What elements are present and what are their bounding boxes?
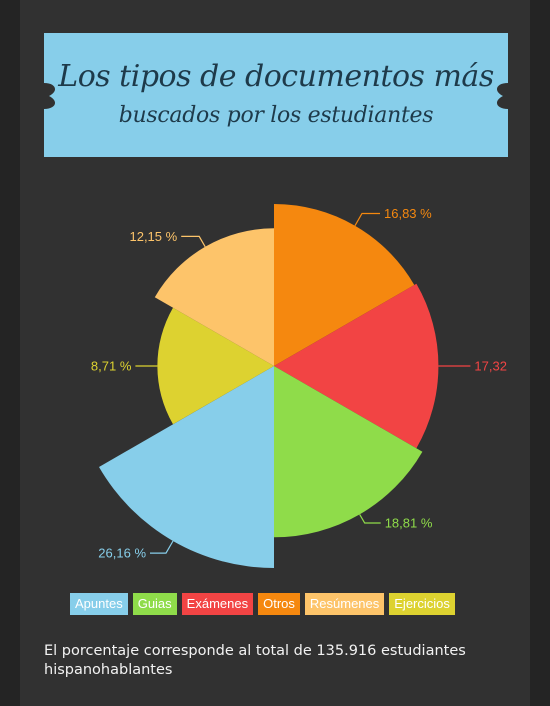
leader-line-resúmenes	[181, 235, 206, 248]
data-label-exámenes: 17,32	[474, 359, 507, 374]
title-banner: Los tipos de documentos más buscados por…	[44, 33, 508, 157]
legend-item-otros: Otros	[258, 593, 300, 615]
leader-line-guias	[359, 514, 381, 524]
footnote: El porcentaje corresponde al total de 13…	[44, 643, 466, 678]
data-label-resúmenes: 12,15 %	[129, 229, 177, 244]
data-label-otros: 16,83 %	[384, 206, 432, 221]
chart-legend: Apuntes Guias Exámenes Otros Resúmenes Ejerci…	[70, 593, 455, 615]
slice-resúmenes	[154, 228, 274, 366]
slice-ejercicios	[157, 307, 274, 425]
legend-item-guias: Guias	[132, 593, 177, 615]
slice-exámenes	[274, 283, 439, 449]
right-border	[530, 0, 550, 706]
slice-guias	[274, 366, 423, 538]
chart-subtitle: buscados por los estudiantes	[118, 103, 434, 128]
data-label-guias: 18,81 %	[385, 516, 433, 531]
legend-item-exámenes: Exámenes	[181, 593, 254, 615]
legend-item-resúmenes: Resúmenes	[304, 593, 385, 615]
chart-title: Los tipos de documentos más	[58, 59, 494, 94]
left-border	[0, 0, 20, 706]
data-label-ejercicios: 8,71 %	[91, 359, 132, 374]
leader-line-otros	[354, 212, 380, 226]
data-label-apuntes: 26,16 %	[98, 546, 146, 561]
leader-line-apuntes	[150, 540, 174, 554]
banner-shape	[44, 33, 508, 157]
legend-item-apuntes: Apuntes	[70, 593, 128, 615]
slice-apuntes	[99, 366, 274, 568]
slice-otros	[274, 204, 415, 366]
legend-item-ejercicios: Ejercicios	[389, 593, 455, 615]
